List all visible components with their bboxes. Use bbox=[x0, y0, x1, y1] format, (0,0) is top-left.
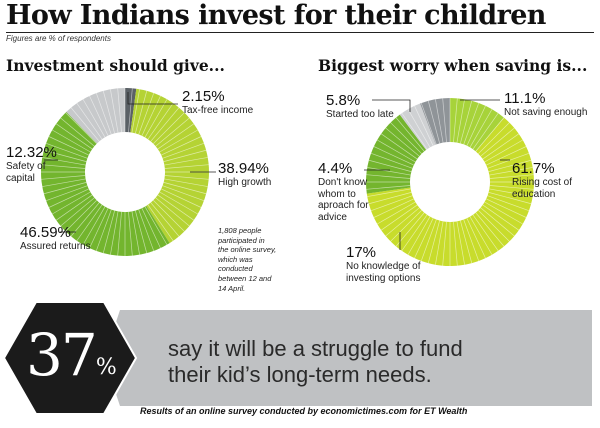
stat-statement: say it will be a struggle to fund their … bbox=[168, 336, 463, 387]
chart2-value-label: 17% bbox=[346, 244, 377, 261]
chart2-label-started-late: 5.8% Started too late bbox=[326, 92, 394, 121]
chart1-value-label: 2.15% bbox=[182, 88, 225, 105]
chart2-texture bbox=[366, 98, 534, 266]
title-divider bbox=[6, 32, 594, 33]
chart2-title: Biggest worry when saving is... bbox=[318, 56, 588, 75]
chart2-label-not-saving: 11.1% Not saving enough bbox=[504, 90, 587, 119]
chart2-category-label: Started too late bbox=[326, 109, 394, 120]
chart2-category-label: Rising cost of education bbox=[512, 177, 573, 200]
stat-unit: % bbox=[95, 355, 117, 380]
stat-band bbox=[104, 310, 592, 406]
chart2-value-label: 4.4% bbox=[318, 160, 353, 177]
stat-figure: 37% bbox=[26, 320, 117, 416]
chart2-leader-started bbox=[372, 99, 411, 112]
page-title: How Indians invest for their children bbox=[6, 0, 546, 31]
chart2-value-label: 5.8% bbox=[326, 92, 361, 109]
chart2-category-label: Don't know whom to aproach for advice bbox=[318, 177, 369, 223]
chart2-category-label: No knowledge of investing options bbox=[346, 261, 421, 284]
chart2-slice-4 bbox=[420, 98, 450, 145]
chart2-value-label: 61.7% bbox=[512, 160, 555, 177]
chart1-texture bbox=[41, 88, 209, 256]
chart2-slice-1 bbox=[366, 117, 535, 267]
chart1-value-label: 46.59% bbox=[20, 224, 71, 241]
chart1-label-high-growth: 38.94% High growth bbox=[218, 160, 271, 189]
chart1-category-label: High growth bbox=[218, 177, 272, 188]
chart2-category-label: Not saving enough bbox=[504, 107, 588, 118]
chart2-label-dont-know: 4.4% Don't know whom to aproach for advi… bbox=[318, 160, 369, 223]
chart1-category-label: Safety of capital bbox=[6, 161, 46, 184]
chart1-category-label: Tax-free income bbox=[182, 105, 254, 116]
stat-hexagon bbox=[2, 301, 138, 415]
chart1-label-tax-free: 2.15% Tax-free income bbox=[182, 88, 253, 117]
chart1-value-label: 38.94% bbox=[218, 160, 269, 177]
stat-banner bbox=[2, 301, 592, 415]
chart1-label-safety: 12.32% Safety of capital bbox=[6, 144, 57, 184]
stat-number: 37 bbox=[26, 321, 98, 389]
chart2-label-rising-cost: 61.7% Rising cost of education bbox=[512, 160, 572, 200]
chart1-category-label: Assured returns bbox=[20, 241, 91, 252]
chart1-title: Investment should give... bbox=[6, 56, 225, 75]
source-credit: Results of an online survey conducted by… bbox=[140, 406, 468, 416]
chart1-leader-tax-free bbox=[127, 92, 178, 105]
survey-note: 1,808 people participated in the online … bbox=[218, 226, 277, 293]
chart2-label-no-knowledge: 17% No knowledge of investing options bbox=[346, 244, 421, 284]
chart2-slice-2 bbox=[366, 114, 427, 194]
chart1-label-assured-returns: 46.59% Assured returns bbox=[20, 224, 91, 253]
chart1-value-label: 12.32% bbox=[6, 144, 57, 161]
page-subtitle: Figures are % of respondents bbox=[6, 34, 111, 43]
chart1-slice-3 bbox=[66, 88, 125, 144]
chart2-value-label: 11.1% bbox=[504, 90, 546, 107]
